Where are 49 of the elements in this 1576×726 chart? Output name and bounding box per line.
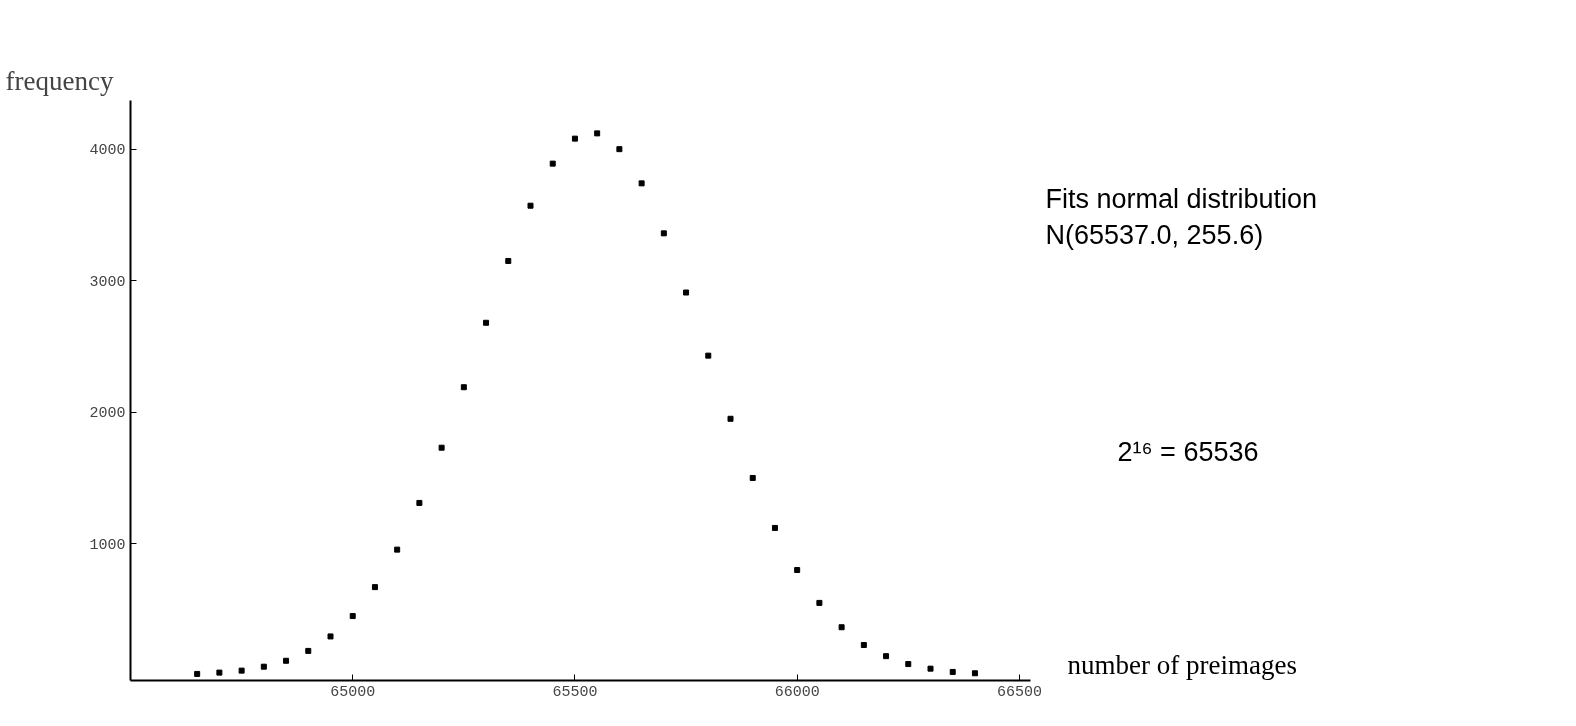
point	[594, 130, 601, 137]
point	[971, 670, 978, 677]
point	[460, 384, 467, 391]
point	[416, 499, 423, 506]
point	[838, 624, 845, 631]
point	[327, 633, 334, 640]
point	[438, 444, 445, 451]
text: Fits normal distribution	[1045, 183, 1318, 214]
point	[727, 415, 734, 422]
point	[860, 641, 867, 648]
x-tick-label: 66500	[996, 683, 1042, 701]
point	[927, 665, 934, 672]
point	[683, 289, 690, 296]
point	[905, 661, 912, 668]
point	[216, 669, 223, 676]
point	[816, 599, 823, 606]
point	[549, 160, 556, 167]
text: 2¹⁶ = 65536	[1117, 436, 1259, 467]
point	[949, 668, 956, 675]
point	[394, 546, 401, 553]
point	[483, 319, 490, 326]
point	[238, 667, 245, 674]
point	[371, 584, 378, 591]
y-tick-label: 2000	[89, 405, 126, 423]
point	[638, 180, 645, 187]
point	[305, 647, 312, 654]
y-tick-label: 3000	[89, 273, 126, 291]
point	[505, 257, 512, 264]
point	[705, 352, 712, 359]
point	[660, 230, 667, 237]
point	[616, 146, 623, 153]
text: N(65537.0, 255.6)	[1045, 219, 1264, 250]
y-tick-label: 4000	[89, 142, 126, 160]
point	[283, 657, 290, 664]
x-tick-label: 65500	[552, 683, 598, 701]
point	[194, 670, 201, 677]
point	[749, 474, 756, 481]
point	[527, 202, 534, 209]
point	[349, 613, 356, 620]
x-axis-title: number of preimages	[1067, 650, 1297, 681]
point	[260, 663, 267, 670]
point	[571, 135, 578, 142]
point	[794, 567, 801, 574]
y-axis-title: frequency	[5, 65, 114, 96]
y-tick-label: 1000	[89, 536, 126, 554]
x-tick-label: 65000	[330, 683, 376, 701]
point	[883, 653, 890, 660]
x-tick-label: 66000	[774, 683, 820, 701]
point	[771, 524, 778, 531]
